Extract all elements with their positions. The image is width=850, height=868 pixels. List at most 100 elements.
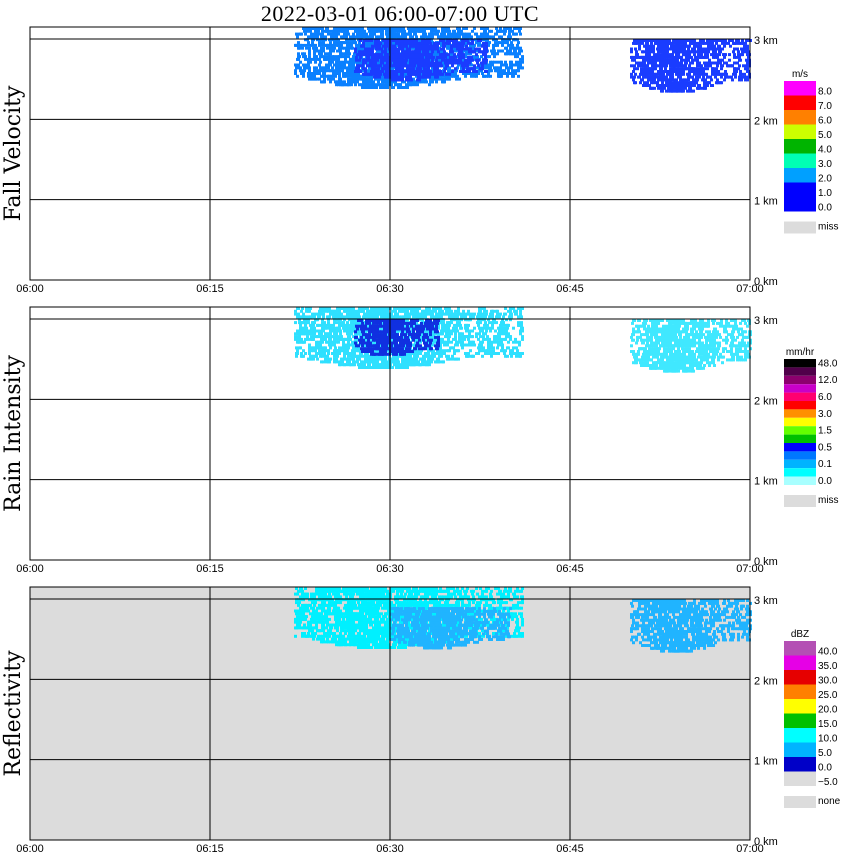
data-cell xyxy=(455,61,458,65)
data-cell xyxy=(743,72,746,76)
data-cell xyxy=(437,50,440,54)
data-cell xyxy=(358,64,361,68)
data-cell xyxy=(337,57,340,61)
data-cell xyxy=(484,29,487,33)
data-cell xyxy=(339,363,342,367)
data-cell xyxy=(669,84,672,87)
data-cell xyxy=(652,81,655,85)
data-cell xyxy=(430,349,433,353)
data-cell xyxy=(382,74,385,78)
data-cell xyxy=(650,50,653,54)
data-cell xyxy=(635,61,638,65)
data-cell xyxy=(370,77,373,81)
data-cell xyxy=(461,44,464,48)
data-cell xyxy=(516,63,519,67)
data-cell xyxy=(420,363,423,367)
data-cell xyxy=(384,360,387,364)
data-cell xyxy=(682,84,685,87)
data-cell xyxy=(468,70,471,73)
data-cell xyxy=(673,47,676,51)
data-cell xyxy=(406,309,409,313)
data-cell xyxy=(680,72,683,76)
data-cell xyxy=(634,47,637,51)
data-cell xyxy=(688,64,691,68)
data-cell xyxy=(347,77,350,81)
data-cell xyxy=(422,50,425,54)
data-cell xyxy=(401,39,404,42)
data-cell xyxy=(395,83,398,87)
data-cell xyxy=(395,354,398,358)
data-cell xyxy=(312,323,315,327)
data-cell xyxy=(320,360,323,364)
data-cell xyxy=(648,50,651,54)
data-cell xyxy=(435,77,438,81)
data-cell xyxy=(354,50,357,54)
data-cell xyxy=(333,55,336,59)
data-cell xyxy=(344,41,347,45)
data-cell xyxy=(322,35,325,39)
data-cell xyxy=(452,55,455,59)
data-cell xyxy=(481,44,484,48)
data-cell xyxy=(730,75,733,79)
data-cell xyxy=(364,312,367,316)
data-cell xyxy=(457,61,460,65)
data-cell xyxy=(307,57,310,61)
data-cell xyxy=(483,58,486,62)
data-cell xyxy=(698,86,701,90)
data-cell xyxy=(434,41,437,45)
data-cell xyxy=(405,357,408,361)
data-cell xyxy=(651,70,654,73)
data-cell xyxy=(423,64,426,68)
data-cell xyxy=(318,52,321,56)
data-cell xyxy=(743,75,746,79)
data-cell xyxy=(459,58,462,62)
data-cell xyxy=(407,83,410,87)
data-cell xyxy=(460,61,463,65)
data-cell xyxy=(337,32,340,36)
data-cell xyxy=(331,55,334,59)
data-cell xyxy=(688,44,691,48)
data-cell xyxy=(339,332,342,336)
data-cell xyxy=(455,69,458,73)
data-cell xyxy=(401,78,404,82)
data-cell xyxy=(728,58,731,62)
data-cell xyxy=(513,46,516,50)
data-cell xyxy=(398,86,401,89)
data-cell xyxy=(459,41,462,45)
data-cell xyxy=(716,78,719,82)
data-cell xyxy=(318,41,321,45)
data-cell xyxy=(435,70,438,73)
data-cell xyxy=(300,32,303,36)
data-cell xyxy=(657,75,660,79)
data-cell xyxy=(322,307,325,310)
data-cell xyxy=(403,46,406,50)
data-cell xyxy=(361,360,364,364)
data-cell xyxy=(326,323,329,327)
data-cell xyxy=(416,70,419,73)
data-cell xyxy=(675,64,678,68)
data-cell xyxy=(342,357,345,361)
data-cell xyxy=(421,55,424,59)
data-cell xyxy=(373,340,376,344)
data-cell xyxy=(704,84,707,87)
data-cell xyxy=(329,332,332,336)
data-cell xyxy=(405,39,408,42)
data-cell xyxy=(320,52,323,56)
data-cell xyxy=(444,74,447,78)
data-cell xyxy=(395,360,398,364)
data-cell xyxy=(722,72,725,76)
data-cell xyxy=(311,77,314,81)
data-cell xyxy=(443,41,446,45)
data-cell xyxy=(720,67,723,71)
data-cell xyxy=(326,57,329,61)
data-cell xyxy=(701,67,704,71)
data-cell xyxy=(435,58,438,62)
data-cell xyxy=(312,335,315,339)
data-cell xyxy=(465,49,468,53)
data-cell xyxy=(392,354,395,358)
data-cell xyxy=(410,27,413,30)
data-cell xyxy=(517,46,520,50)
data-cell xyxy=(507,66,510,70)
data-cell xyxy=(360,83,363,87)
data-cell xyxy=(719,50,722,54)
